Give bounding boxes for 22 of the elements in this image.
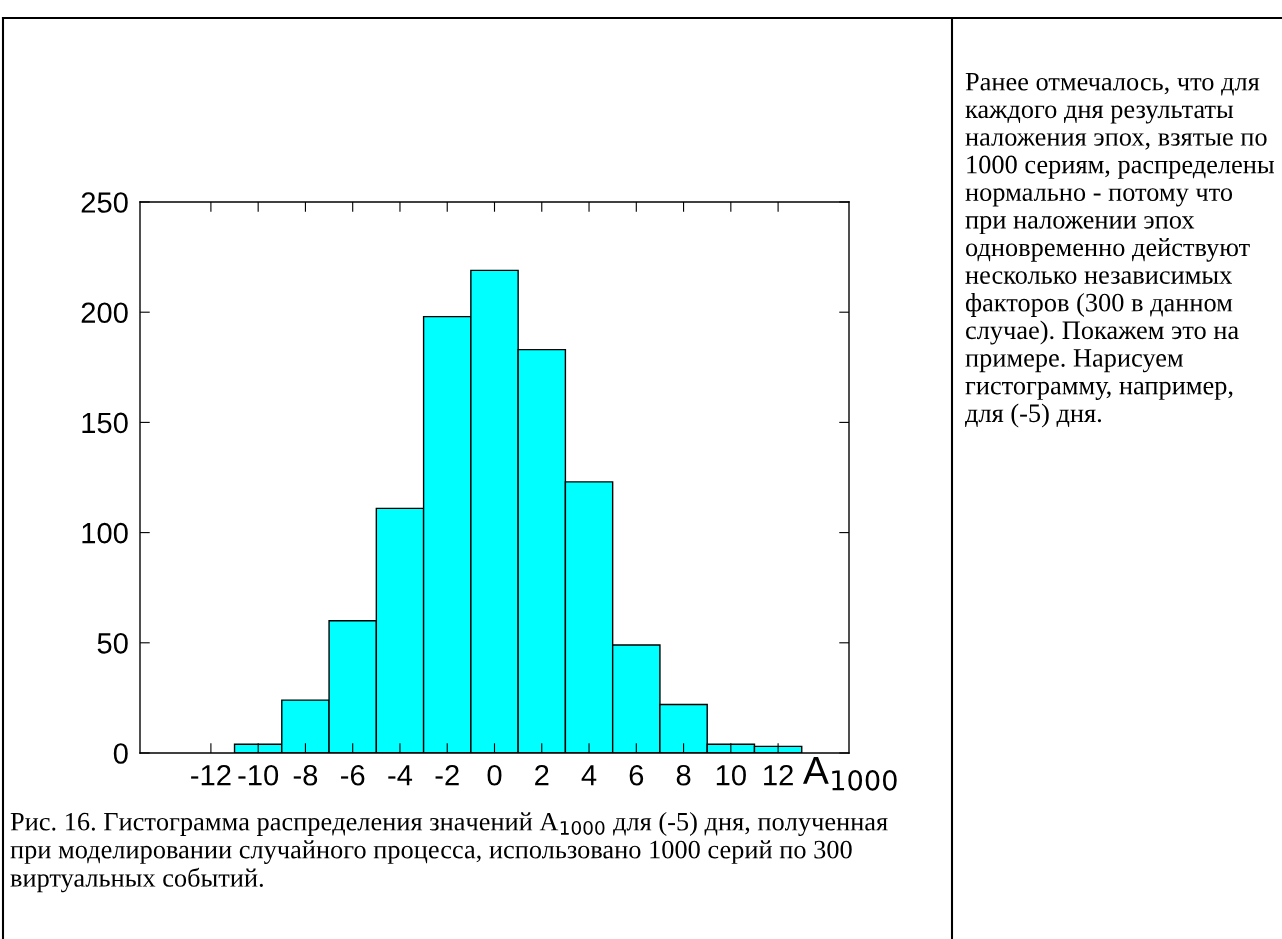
y-tick-label: 0 bbox=[113, 743, 128, 764]
x-tick-label: 8 bbox=[676, 764, 691, 786]
x-tick-label: 10 bbox=[716, 764, 746, 786]
x-tick-label: 2 bbox=[535, 764, 549, 786]
x-tick-label: -8 bbox=[293, 764, 318, 786]
text: Рис. 16. Гистограмма распределения значений A$_{1000}$ для (-5) дня, полученная при моделировании случайного процесса, использовано 1000 серий по 300 виртуальных событий. bbox=[10, 812, 888, 893]
x-tick-label: 0 bbox=[487, 764, 502, 786]
x-tick-label: 4 bbox=[581, 765, 597, 786]
x-tick-label: -4 bbox=[388, 765, 413, 786]
y-tick-label: 250 bbox=[81, 192, 128, 213]
x-tick-label: -10 bbox=[238, 764, 279, 786]
x-axis-title: A$_{1000}$ bbox=[802, 757, 897, 791]
x-tick-label: -2 bbox=[435, 764, 459, 786]
x-tick-label: 6 bbox=[629, 764, 644, 786]
x-tick-label: 12 bbox=[764, 764, 793, 786]
x-tick-label: -6 bbox=[341, 764, 365, 786]
y-tick-label: 150 bbox=[82, 412, 128, 434]
y-tick-label: 100 bbox=[82, 522, 128, 544]
y-tick-label: 200 bbox=[81, 302, 128, 324]
x-tick-label: -12 bbox=[191, 764, 231, 786]
y-tick-label: 50 bbox=[97, 633, 128, 654]
text: Ранее отмечалось, что для каждого дня результаты наложения эпох, взятые по 1000 сериям, распределены нормально - потому что при наложении эпох одновременно действуют несколько независимых факторов (300 в данном случае). Покажем это на примере. Нарисуем гистограмму, например, для (-5) дня. bbox=[965, 73, 1275, 428]
